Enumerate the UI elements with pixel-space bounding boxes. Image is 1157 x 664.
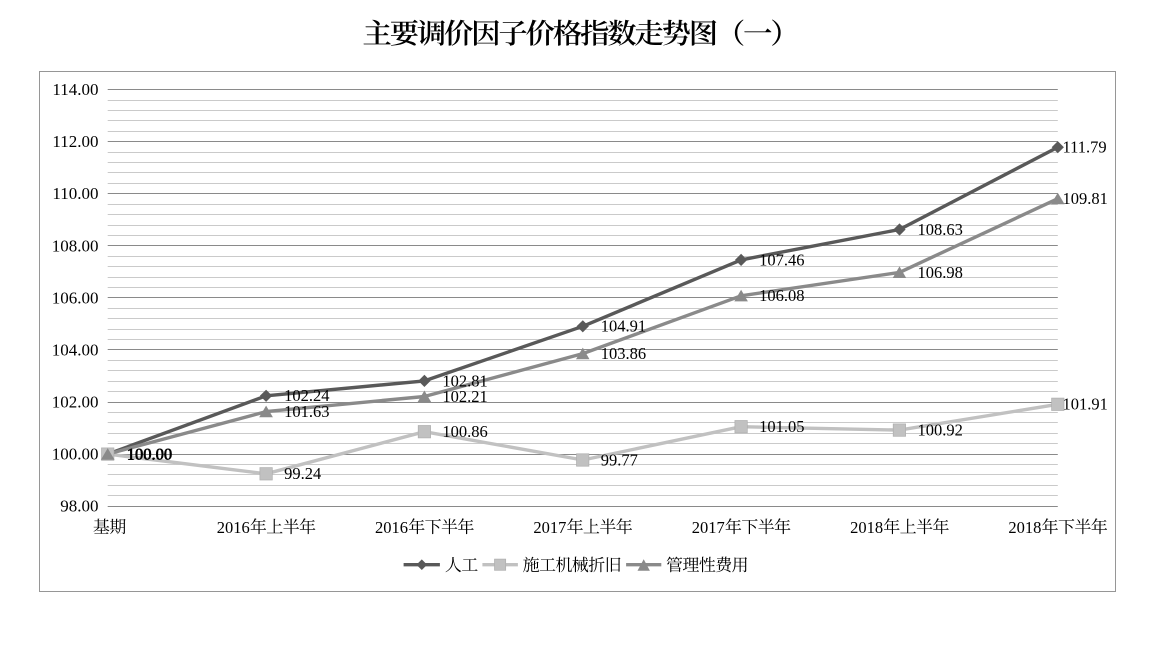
- svg-text:106.00: 106.00: [52, 288, 99, 307]
- svg-text:2018: 2018: [850, 518, 883, 537]
- svg-text:106.08: 106.08: [759, 286, 804, 305]
- svg-text:100.00: 100.00: [127, 444, 172, 463]
- svg-text:104.00: 104.00: [52, 340, 99, 359]
- svg-text:103.86: 103.86: [601, 344, 646, 363]
- svg-text:109.81: 109.81: [1063, 189, 1108, 208]
- svg-text:102.00: 102.00: [52, 392, 99, 411]
- svg-text:112.00: 112.00: [52, 132, 98, 151]
- svg-text:2017: 2017: [692, 518, 725, 537]
- svg-text:101.05: 101.05: [759, 417, 804, 436]
- svg-text:101.91: 101.91: [1063, 395, 1108, 414]
- svg-text:100.00: 100.00: [127, 444, 172, 463]
- svg-text:100.00: 100.00: [127, 445, 172, 464]
- svg-text:107.46: 107.46: [759, 250, 804, 269]
- svg-text:2018: 2018: [1008, 518, 1041, 537]
- svg-text:2016: 2016: [375, 518, 408, 537]
- svg-text:108.00: 108.00: [52, 236, 99, 255]
- svg-text:102.24: 102.24: [284, 386, 329, 405]
- svg-text:111.79: 111.79: [1063, 138, 1107, 157]
- svg-text:99.24: 99.24: [284, 464, 321, 483]
- svg-text:100.86: 100.86: [442, 422, 487, 441]
- svg-text:114.00: 114.00: [52, 80, 98, 99]
- svg-text:98.00: 98.00: [60, 497, 98, 516]
- svg-text:104.91: 104.91: [601, 317, 646, 336]
- svg-text:2016: 2016: [217, 518, 250, 537]
- svg-text:110.00: 110.00: [52, 184, 98, 203]
- svg-text:100.00: 100.00: [52, 444, 99, 463]
- svg-text:106.98: 106.98: [918, 263, 963, 282]
- svg-text:102.21: 102.21: [442, 387, 487, 406]
- svg-text:99.77: 99.77: [601, 450, 638, 469]
- svg-text:101.63: 101.63: [284, 402, 329, 421]
- svg-text:2017: 2017: [533, 518, 566, 537]
- svg-text:100.92: 100.92: [918, 421, 963, 440]
- svg-text:102.81: 102.81: [442, 371, 487, 390]
- svg-text:108.63: 108.63: [918, 220, 963, 239]
